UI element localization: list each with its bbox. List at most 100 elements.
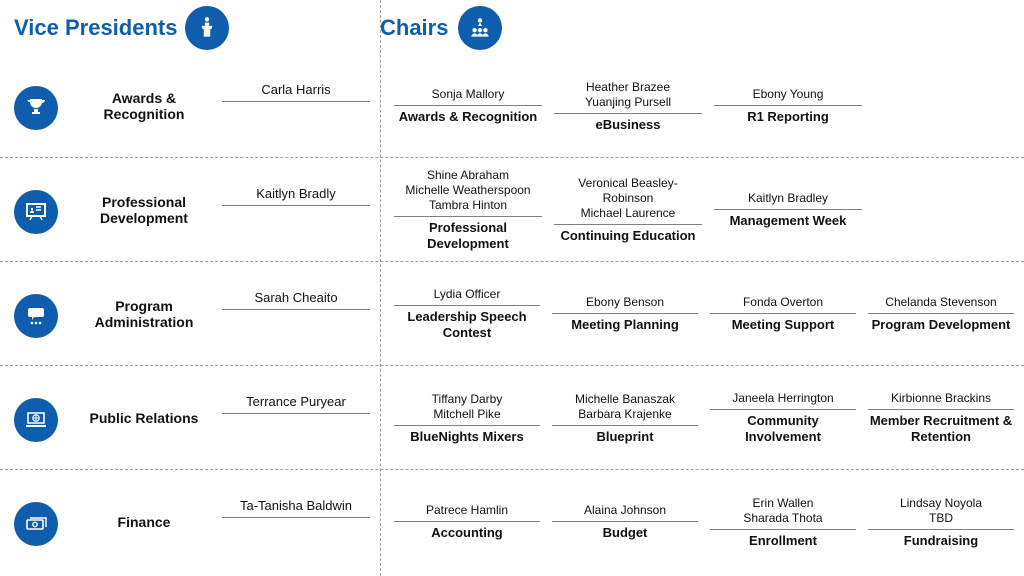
row: Program Administration Sarah Cheaito Lydia…	[0, 262, 1024, 366]
chair-names: Alaina Johnson	[552, 503, 698, 522]
vp-names: Terrance Puryear	[222, 394, 370, 414]
chair-name: Kirbionne Brackins	[868, 391, 1014, 406]
chair-name: Janeela Herrington	[710, 391, 856, 406]
chair-cell: Shine AbrahamMichelle WeatherspoonTambra…	[394, 168, 542, 251]
chair-names: Michelle BanaszakBarbara Krajenke	[552, 392, 698, 426]
chair-role: eBusiness	[554, 114, 702, 133]
chair-role: Leadership Speech Contest	[394, 306, 540, 340]
chair-name: Veronical Beasley-Robinson	[554, 176, 702, 206]
chair-name: Ebony Benson	[552, 295, 698, 310]
chair-names: Chelanda Stevenson	[868, 295, 1014, 314]
chair-role: Community Involvement	[710, 410, 856, 444]
chair-cell: Michelle BanaszakBarbara KrajenkeBluepri…	[552, 392, 698, 445]
chair-cell: Heather BrazeeYuanjing PurselleBusiness	[554, 80, 702, 133]
chat-group-icon	[14, 294, 58, 338]
chairs-title: Chairs	[380, 15, 448, 41]
chair-cell: Ebony Young R1 Reporting	[714, 87, 862, 125]
chair-name: Mitchell Pike	[394, 407, 540, 422]
chair-cell: Lindsay NoyolaTBDFundraising	[868, 496, 1014, 549]
dept-label: Professional Development	[74, 158, 214, 262]
vp-cell: Carla Harris	[222, 82, 370, 102]
dept-label: Public Relations	[74, 366, 214, 470]
chair-names: Lydia Officer	[394, 287, 540, 306]
vp-name: Terrance Puryear	[222, 394, 370, 409]
chair-name: Michael Laurence	[554, 206, 702, 221]
rows-container: Awards & Recognition Carla Harris Sonja Ma…	[0, 54, 1024, 574]
chair-names: Heather BrazeeYuanjing Pursell	[554, 80, 702, 114]
chair-name: Michelle Banaszak	[552, 392, 698, 407]
chair-cell: Lydia OfficerLeadership Speech Contest	[394, 287, 540, 340]
vp-name: Ta-Tanisha Baldwin	[222, 498, 370, 513]
chair-name: Sharada Thota	[710, 511, 856, 526]
podium-icon	[185, 6, 229, 50]
chair-name: Ebony Young	[714, 87, 862, 102]
chair-name: Barbara Krajenke	[552, 407, 698, 422]
chair-cell: Janeela Herrington Community Involvement	[710, 391, 856, 444]
row: Public Relations Terrance Puryear Tiffany …	[0, 366, 1024, 470]
chair-name: Shine Abraham	[394, 168, 542, 183]
chair-name: Tambra Hinton	[394, 198, 542, 213]
chair-name: Alaina Johnson	[552, 503, 698, 518]
chair-name: Heather Brazee	[554, 80, 702, 95]
vp-title: Vice Presidents	[14, 15, 177, 41]
chair-name: Patrece Hamlin	[394, 503, 540, 518]
header-vp: Vice Presidents	[14, 6, 229, 50]
chair-role: Program Development	[868, 314, 1014, 333]
vp-cell: Terrance Puryear	[222, 394, 370, 414]
chairs-container: Shine AbrahamMichelle WeatherspoonTambra…	[394, 158, 1014, 262]
chair-role: Professional Development	[394, 217, 542, 251]
vp-names: Kaitlyn Bradly	[222, 186, 370, 206]
row: Professional Development Kaitlyn Bradly Sh…	[0, 158, 1024, 262]
chair-role: Awards & Recognition	[394, 106, 542, 125]
chair-names: Kaitlyn Bradley	[714, 191, 862, 210]
org-chart: Vice Presidents Chairs Awards & Recognit…	[0, 0, 1024, 576]
chair-name: Chelanda Stevenson	[868, 295, 1014, 310]
chair-name: Lindsay Noyola	[868, 496, 1014, 511]
dept-label: Finance	[74, 470, 214, 574]
chair-role: Member Recruitment & Retention	[868, 410, 1014, 444]
chair-names: Sonja Mallory	[394, 87, 542, 106]
chair-name: Kaitlyn Bradley	[714, 191, 862, 206]
row: Awards & Recognition Carla Harris Sonja Ma…	[0, 54, 1024, 158]
trophy-icon	[14, 86, 58, 130]
vp-name: Kaitlyn Bradly	[222, 186, 370, 201]
chair-names: Tiffany DarbyMitchell Pike	[394, 392, 540, 426]
chairs-container: Patrece HamlinAccounting Alaina Johnson Bu…	[394, 470, 1014, 574]
chairs-container: Lydia OfficerLeadership Speech Contest Eb…	[394, 262, 1014, 366]
chair-role: R1 Reporting	[714, 106, 862, 125]
chair-name: Tiffany Darby	[394, 392, 540, 407]
chairs-container: Tiffany DarbyMitchell PikeBlueNights Mix…	[394, 366, 1014, 470]
chair-role: Fundraising	[868, 530, 1014, 549]
chair-cell: Veronical Beasley-RobinsonMichael Lauren…	[554, 176, 702, 244]
chair-name: Yuanjing Pursell	[554, 95, 702, 110]
chair-role: Meeting Support	[710, 314, 856, 333]
chair-names: Ebony Young	[714, 87, 862, 106]
vp-cell: Ta-Tanisha Baldwin	[222, 498, 370, 518]
chair-cell: Sonja Mallory Awards & Recognition	[394, 87, 542, 125]
vp-cell: Kaitlyn Bradly	[222, 186, 370, 206]
chair-names: Patrece Hamlin	[394, 503, 540, 522]
chairs-container: Sonja Mallory Awards & Recognition Heather…	[394, 54, 1014, 158]
chair-name: Sonja Mallory	[394, 87, 542, 102]
chair-role: BlueNights Mixers	[394, 426, 540, 445]
vp-cell: Sarah Cheaito	[222, 290, 370, 310]
chair-names: Kirbionne Brackins	[868, 391, 1014, 410]
chair-names: Fonda Overton	[710, 295, 856, 314]
chair-cell: Tiffany DarbyMitchell PikeBlueNights Mix…	[394, 392, 540, 445]
chair-cell: Fonda OvertonMeeting Support	[710, 295, 856, 333]
chair-name: Michelle Weatherspoon	[394, 183, 542, 198]
chair-names: Lindsay NoyolaTBD	[868, 496, 1014, 530]
chair-names: Ebony Benson	[552, 295, 698, 314]
chair-role: Budget	[552, 522, 698, 541]
dept-label: Awards & Recognition	[74, 54, 214, 158]
chair-name: Erin Wallen	[710, 496, 856, 511]
vp-names: Sarah Cheaito	[222, 290, 370, 310]
dept-label: Program Administration	[74, 262, 214, 366]
chair-cell: Ebony Benson Meeting Planning	[552, 295, 698, 333]
chair-role: Meeting Planning	[552, 314, 698, 333]
chair-name: TBD	[868, 511, 1014, 526]
chair-names: Veronical Beasley-RobinsonMichael Lauren…	[554, 176, 702, 225]
chair-names: Erin WallenSharada Thota	[710, 496, 856, 530]
row: FinanceTa-Tanisha BaldwinPatrece HamlinA…	[0, 470, 1024, 574]
chair-cell: Patrece HamlinAccounting	[394, 503, 540, 541]
